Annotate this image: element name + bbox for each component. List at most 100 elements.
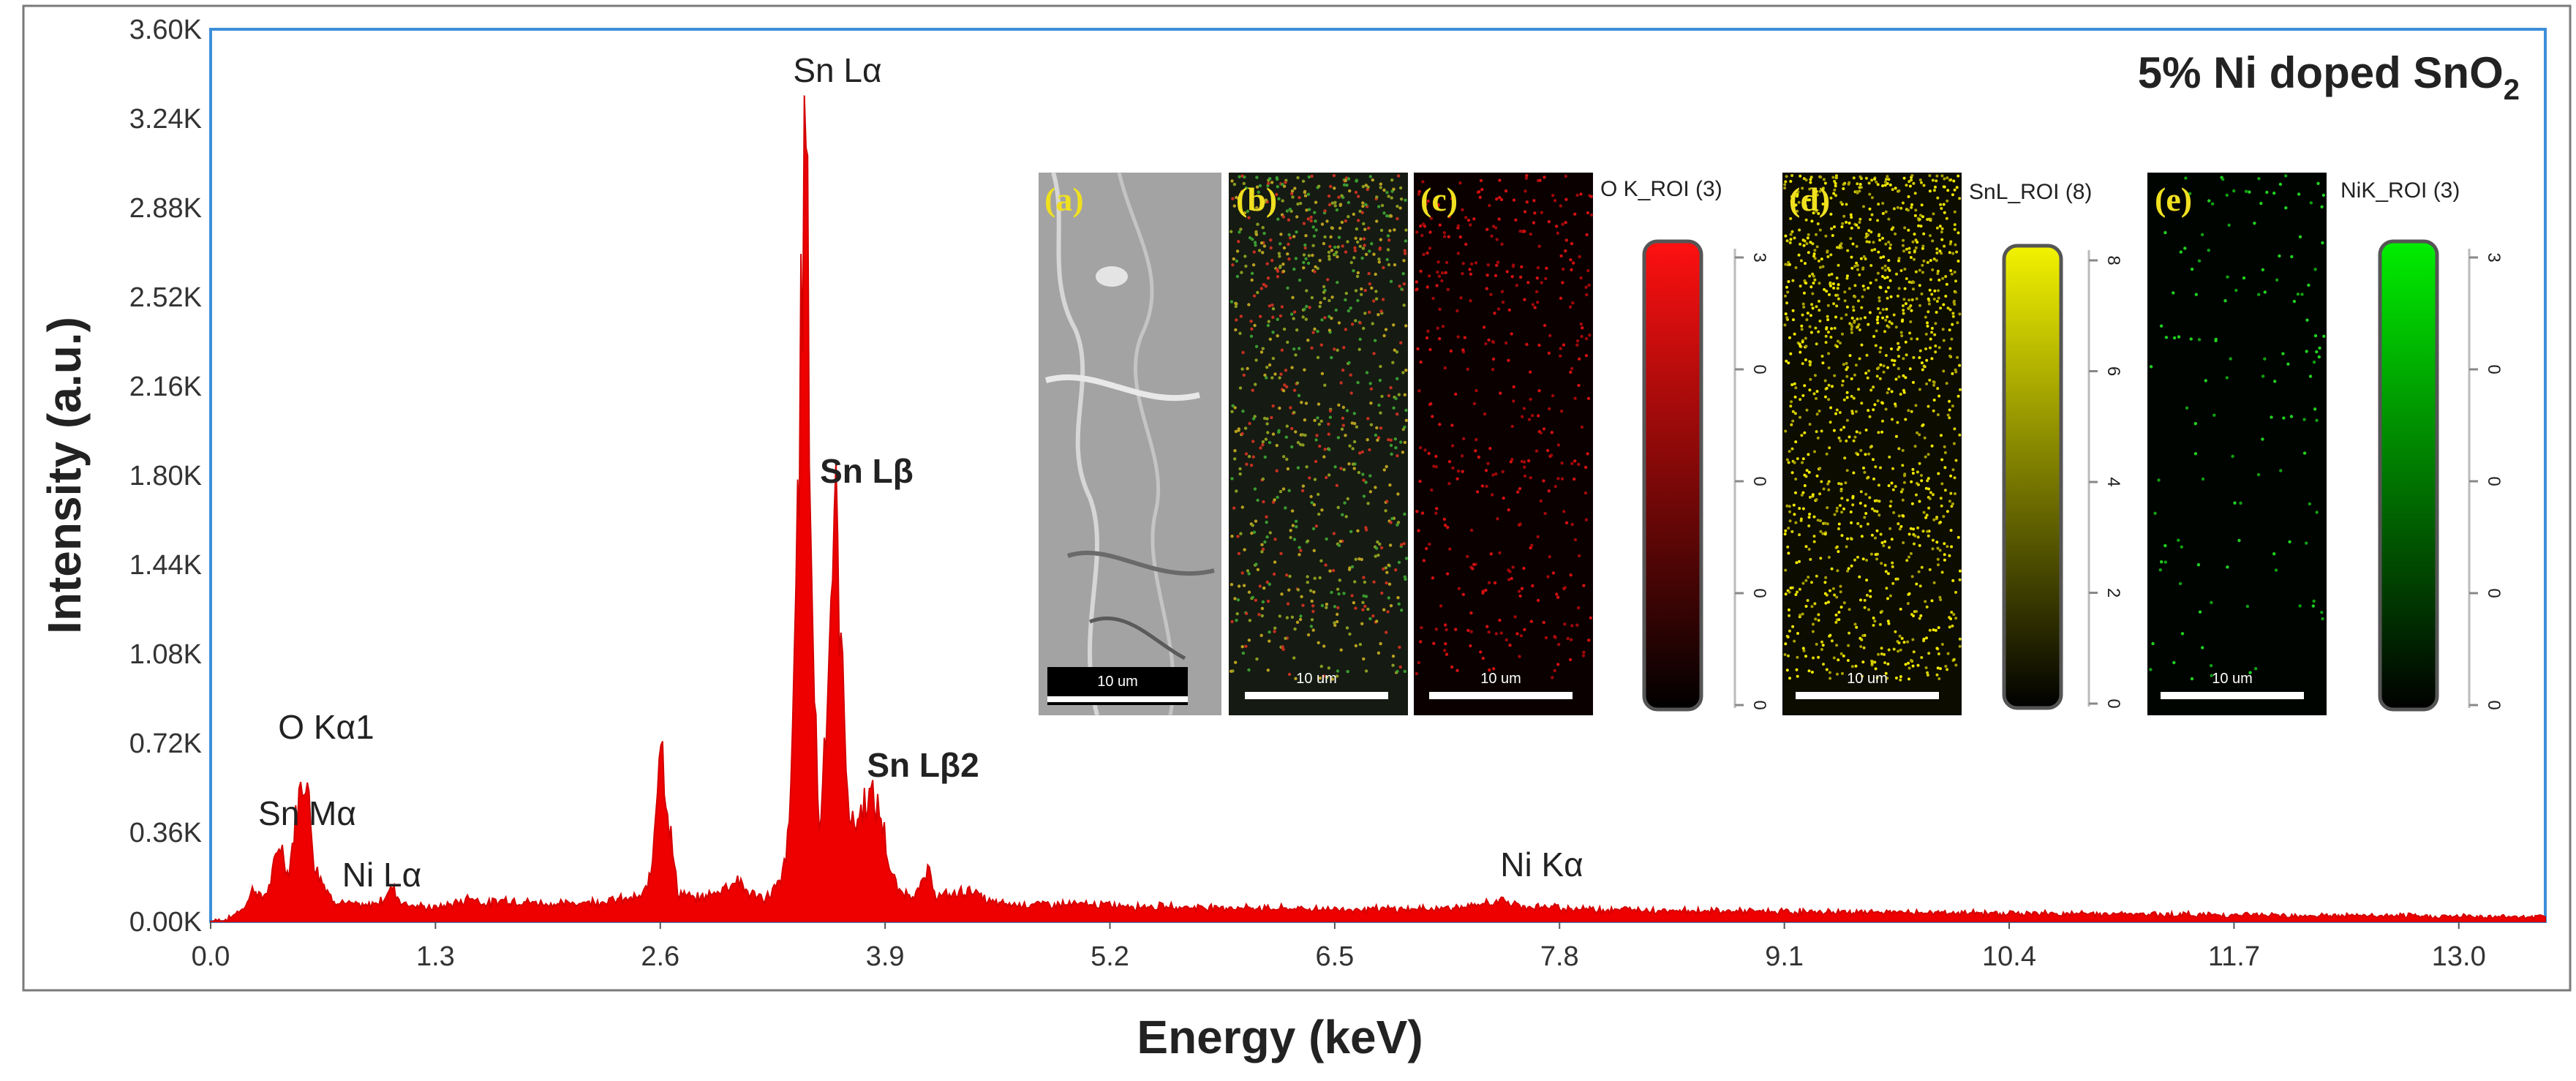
map-dot [2305,350,2308,353]
map-dot [1560,477,1564,481]
map-dot [1937,677,1941,680]
map-dot [1496,517,1499,521]
map-dot [1435,507,1439,511]
map-dot [1873,403,1877,407]
map-dot [1302,253,1306,257]
map-dot [1850,316,1854,320]
map-dot [1287,257,1291,261]
map-dot [2278,254,2281,258]
map-dot [1916,663,1920,667]
map-dot [1389,385,1393,390]
map-dot [1584,354,1589,358]
map-dot [1239,227,1243,231]
map-dot [1314,200,1318,204]
map-dot [1892,363,1896,366]
map-dot [1515,632,1519,636]
map-dot [1327,422,1330,426]
map-dot [1426,251,1429,255]
map-dot [1376,553,1380,557]
map-dot [1832,192,1836,195]
map-dot [1913,233,1916,236]
map-dot [1293,627,1297,631]
map-dot [1268,582,1272,586]
map-dot [1290,509,1295,513]
map-dot [1840,383,1844,387]
map-dot [1337,403,1341,407]
map-dot [1339,467,1343,470]
map-dot [1325,675,1329,679]
map-dot [1875,329,1878,333]
y-tick-label: 3.24K [129,104,202,135]
x-axis-ticks: 0.0 1.3 2.6 3.9 5.2 6.5 7.8 9.1 10.4 11.7 13.0 [192,922,2486,972]
map-dot [1518,275,1523,279]
map-dot [1368,310,1371,314]
map-dot [1908,367,1912,371]
map-dot [1818,410,1821,413]
map-dot [1389,279,1393,283]
map-dot [1895,272,1898,276]
map-dot [1917,483,1920,486]
map-dot [1834,613,1838,617]
map-dot [1891,565,1894,568]
map-dot [1510,458,1514,462]
map-dot [2225,376,2229,380]
map-dot [1803,279,1807,282]
map-dot [1534,449,1539,453]
map-dot [1387,582,1392,586]
map-dot [1821,644,1825,647]
map-dot [1948,500,1951,503]
map-dot [1244,186,1249,190]
map-dot [1858,431,1861,434]
map-dot [1948,242,1952,246]
map-dot [1319,343,1324,347]
map-dot [1833,593,1837,597]
map-dot [1310,599,1314,603]
map-dot [1918,178,1922,181]
map-dot [1306,633,1311,637]
map-dot [1957,394,1960,398]
map-dot [1811,292,1815,295]
map-dot [1829,406,1833,410]
map-dot [1789,352,1793,355]
map-dot [1311,244,1315,247]
map-dot [1356,271,1360,275]
map-dot [1946,306,1950,310]
map-dot [1801,507,1805,511]
map-dot [1310,618,1314,622]
map-dot [1346,670,1349,674]
map-dot [1397,560,1401,565]
map-dot [1327,203,1332,207]
annotation-o-ka1: O Kα1 [278,708,374,746]
map-dot [1886,662,1890,666]
map-dot [1316,329,1319,334]
map-dot [1834,293,1838,297]
map-dot [1902,176,1906,180]
map-dot [2318,346,2321,350]
map-dot [2307,283,2311,287]
map-dot [2184,176,2188,180]
map-dot [1877,250,1880,254]
map-dot [1818,467,1822,470]
map-dot [2201,477,2205,481]
map-dot [1859,645,1863,648]
map-dot [1788,241,1792,244]
map-dot [1927,217,1931,221]
map-dot [1881,211,1885,215]
map-dot [1798,587,1801,591]
map-dot [1368,448,1371,452]
map-dot [1531,303,1535,306]
map-dot [1957,231,1960,235]
map-dot [2179,250,2183,254]
map-dot [1922,511,1926,514]
x-tick-label: 1.3 [416,941,455,972]
map-dot [1507,308,1511,312]
map-dot [1366,185,1370,189]
map-dot [1842,398,1846,402]
map-dot [1265,422,1269,426]
map-dot [1798,507,1801,511]
map-dot [2188,192,2192,195]
map-dot [1250,327,1254,331]
map-dot [1341,244,1344,248]
map-dot [1268,337,1273,341]
